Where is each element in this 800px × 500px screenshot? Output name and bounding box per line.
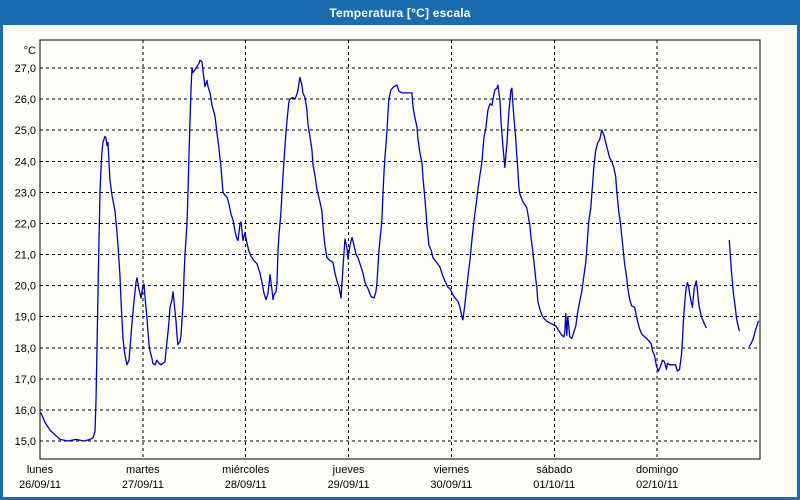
grid-lines [40, 40, 760, 459]
y-tick-label: 27,0 [15, 63, 36, 75]
y-tick-label: 26,0 [15, 94, 36, 106]
axis-labels: 27,0 26,0 25,0 24,0 23,0 22,0 21,0 20,0 19,0 18,0… [15, 45, 679, 491]
window-title: Temperatura [°C] escala [329, 5, 471, 20]
x-day-label: miércoles [222, 464, 270, 476]
y-tick-label: 22,0 [15, 218, 36, 230]
x-date-label: 01/10/11 [533, 479, 575, 491]
y-tick-label: 24,0 [15, 156, 36, 168]
x-date-label: 26/09/11 [19, 479, 61, 491]
line-segment [728, 239, 740, 332]
line-segment [40, 59, 707, 442]
y-tick-label: 23,0 [15, 187, 36, 199]
y-tick-label: 15,0 [15, 436, 36, 448]
plot-border [39, 39, 761, 460]
x-date-label: 27/09/11 [122, 479, 164, 491]
y-tick-label: 25,0 [15, 125, 36, 137]
temperature-series-line [40, 59, 759, 442]
x-date-label: 02/10/11 [636, 479, 678, 491]
line-segment [748, 320, 759, 347]
y-tick-label: 18,0 [15, 343, 36, 355]
y-tick-label: 17,0 [15, 374, 36, 386]
y-axis-unit-label: °C [24, 45, 36, 57]
x-day-label: domingo [636, 464, 678, 476]
x-day-label: sábado [536, 464, 572, 476]
y-tick-label: 19,0 [15, 312, 36, 324]
title-bar[interactable]: Temperatura [°C] escala [0, 0, 800, 25]
x-day-label: jueves [332, 464, 365, 476]
x-date-label: 30/09/11 [430, 479, 472, 491]
x-day-label: viernes [434, 464, 470, 476]
y-tick-label: 16,0 [15, 405, 36, 417]
y-tick-label: 21,0 [15, 250, 36, 262]
x-date-label: 28/09/11 [225, 479, 267, 491]
x-day-label: martes [126, 464, 160, 476]
y-tick-label: 20,0 [15, 281, 36, 293]
x-day-label: lunes [27, 464, 54, 476]
x-date-label: 29/09/11 [328, 479, 370, 491]
